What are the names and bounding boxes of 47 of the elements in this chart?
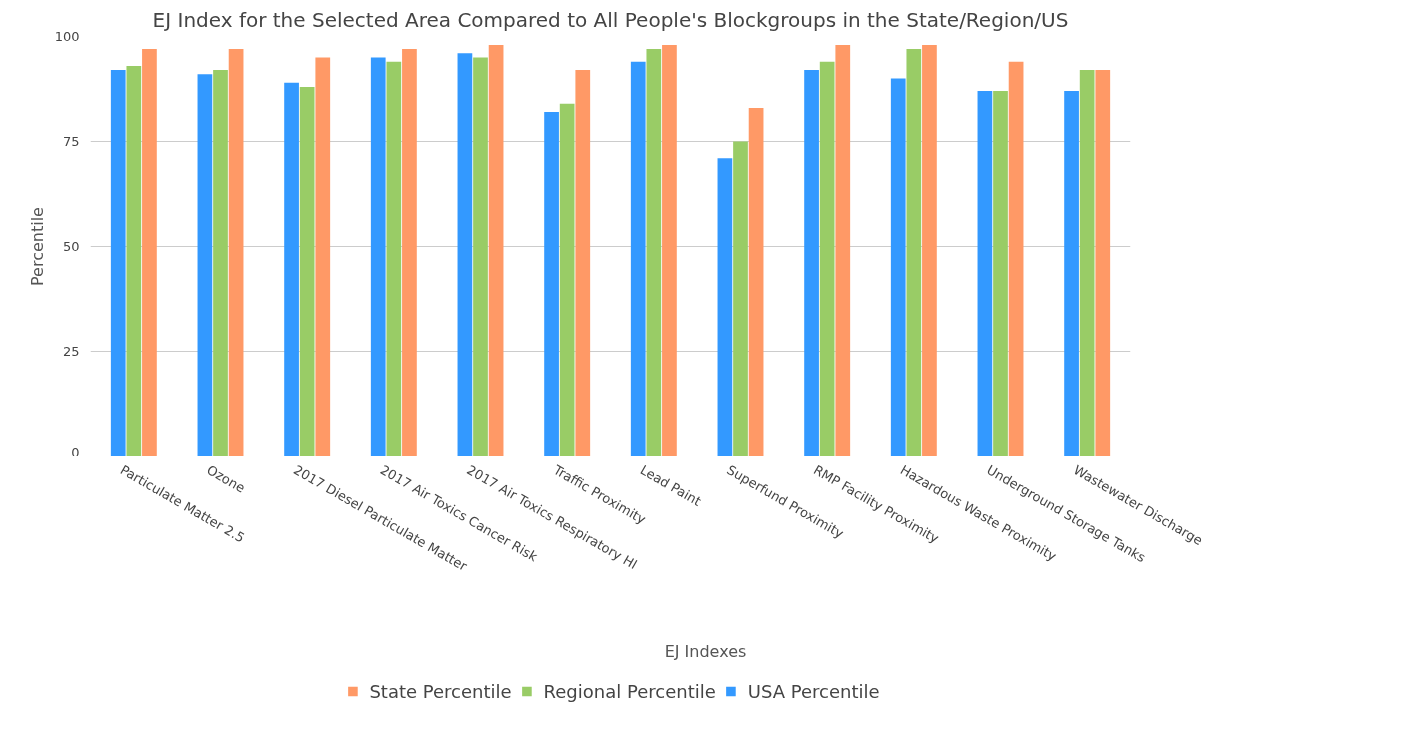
bar (1095, 70, 1111, 456)
bar (1079, 70, 1095, 456)
bar (197, 74, 213, 456)
bar (993, 91, 1008, 456)
bar (228, 49, 244, 456)
bar (315, 57, 331, 456)
bar (284, 82, 299, 456)
bar (473, 57, 488, 456)
bar (488, 44, 504, 456)
bar (733, 141, 748, 456)
y-tick-label: 100 (54, 29, 80, 44)
bar (386, 61, 402, 456)
y-tick-label: 75 (62, 134, 80, 149)
y-tick-label: 50 (62, 239, 80, 254)
bar (370, 57, 386, 456)
bar (819, 61, 835, 456)
bar (890, 78, 906, 456)
bar (110, 70, 126, 456)
bar (630, 61, 646, 456)
bar (748, 107, 764, 456)
bar (213, 70, 228, 456)
bar (922, 44, 937, 456)
bar (142, 49, 157, 456)
bar (906, 49, 922, 456)
bar (402, 49, 417, 456)
bar (1064, 91, 1079, 456)
legend-label: State Percentile (369, 680, 512, 702)
bar (977, 91, 993, 456)
bar (717, 158, 733, 456)
y-axis-title: Percentile (27, 207, 47, 286)
bar (804, 70, 819, 456)
bar (457, 53, 473, 456)
bar (126, 65, 142, 456)
x-axis-title: EJ Indexes (664, 641, 747, 661)
bar (835, 44, 851, 456)
legend-label: USA Percentile (747, 680, 880, 702)
legend-label: Regional Percentile (543, 680, 716, 702)
bar (544, 112, 559, 456)
bar (299, 86, 315, 456)
bar (575, 70, 591, 456)
bar (662, 44, 677, 456)
bar (646, 49, 662, 456)
bar (1008, 61, 1024, 456)
y-tick-label: 25 (62, 344, 80, 359)
y-tick-label: 0 (71, 444, 80, 460)
bar (559, 103, 575, 456)
chart-title: EJ Index for the Selected Area Compared to All People's Blockgroups in the State/Region/US (152, 7, 1069, 32)
